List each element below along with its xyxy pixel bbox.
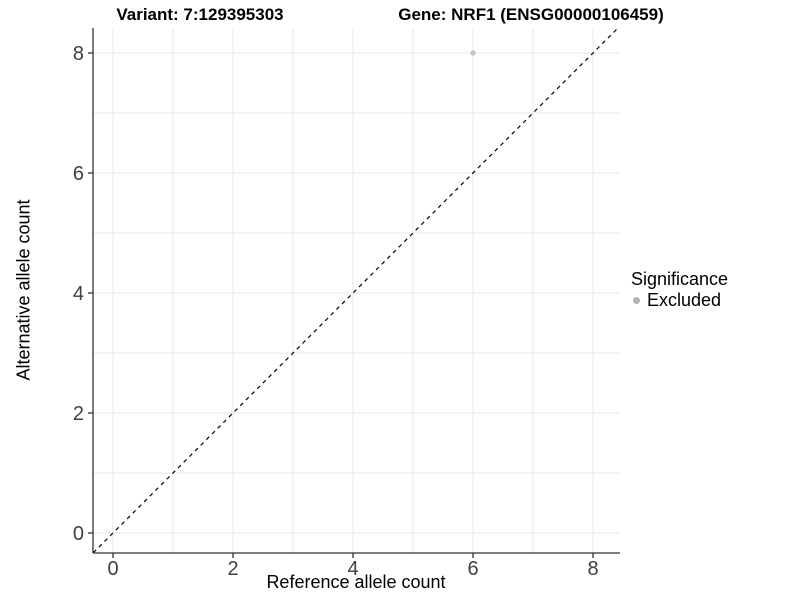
y-tick-label: 8 [73,43,84,65]
y-tick-label: 6 [73,163,84,185]
x-tick-label: 8 [587,558,598,580]
gene-title: Gene: NRF1 (ENSG00000106459) [398,5,664,24]
x-tick-label: 4 [347,558,358,580]
y-axis-title: Alternative allele count [13,199,34,381]
variant-title: Variant: 7:129395303 [116,5,284,24]
excluded-point-icon [633,296,640,304]
legend: Significance Excluded [631,269,728,310]
y-tick-label: 2 [73,403,84,425]
legend-title: Significance [631,269,729,289]
legend-item-excluded: Excluded [631,290,728,310]
x-tick-label: 2 [227,558,238,580]
x-axis-title: Reference allele count [266,572,446,592]
y-tick-label: 0 [73,523,84,545]
legend-item-label: Excluded [647,290,722,310]
y-tick-label: 4 [73,283,84,305]
x-tick-label: 0 [107,558,118,580]
data-point [470,50,476,56]
identity-line [92,27,619,554]
x-tick-label: 6 [467,558,478,580]
